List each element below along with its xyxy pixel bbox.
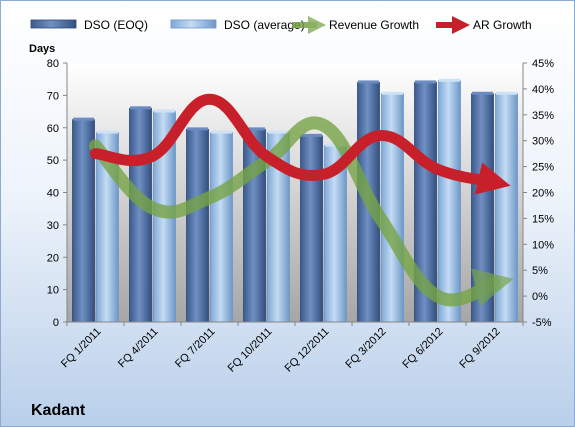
left-tick-label: 50 [47,155,59,167]
legend: DSO (EOQ) DSO (average) Revenue Growth A… [30,16,532,34]
bar-dso-eoq [129,107,152,323]
x-tick-label: FQ 3/2012 [343,326,388,371]
legend-label-dso-average: DSO (average) [224,18,305,32]
left-tick-label: 30 [47,220,59,232]
legend-label-revenue-growth: Revenue Growth [329,18,419,32]
bar-cap [73,117,94,121]
bar-dso-eoq [186,128,209,323]
right-tick-label: 0% [532,291,548,303]
bar-cap [211,130,232,134]
bar-cap [187,127,208,131]
x-tick-label: FQ 6/2012 [400,326,445,371]
ar-growth-line [90,93,511,195]
bar-cap [130,106,151,110]
bar-cap [154,109,175,113]
x-tick-label: FQ 10/2011 [226,326,275,375]
legend-item-revenue-growth: Revenue Growth [292,16,419,34]
x-tick-label: FQ 4/2011 [116,326,161,371]
right-tick-label: 5% [532,265,548,277]
x-tick-label: FQ 12/2011 [283,326,332,375]
right-tick-label: 35% [532,110,554,122]
left-tick-label: 60 [47,123,59,135]
right-tick-label: 25% [532,162,554,174]
left-tick-label: 40 [47,188,59,200]
left-tick-label: 0 [53,317,59,329]
right-tick-label: 20% [532,188,554,200]
bar-cap [268,130,289,134]
bar-cap [472,91,493,95]
legend-label-dso-eoq: DSO (EOQ) [84,18,148,32]
right-tick-label: 10% [532,239,554,251]
bar-cap [415,80,436,84]
left-axis-ticks: 0 10 20 30 40 50 60 70 80 [47,58,67,329]
x-tick-label: FQ 1/2011 [59,326,104,371]
left-tick-label: 10 [47,285,59,297]
bar-dso-eoq [300,135,323,323]
legend-item-dso-average: DSO (average) [170,18,305,32]
left-tick-label: 70 [47,90,59,102]
bar-cap [496,91,517,95]
company-title: Kadant [31,402,86,419]
bar-cap [97,130,118,134]
right-tick-label: 30% [532,136,554,148]
left-tick-label: 20 [47,252,59,264]
legend-item-ar-growth: AR Growth [436,16,532,34]
x-axis-ticks: FQ 1/2011 FQ 4/2011 FQ 7/2011 FQ 10/2011 FQ … [59,322,524,375]
left-tick-label: 80 [47,58,59,70]
y-axis-title: Days [29,43,55,55]
right-axis-ticks: -5% 0% 5% 10% 15% 20% 25% 30% 35% 40% 45% [523,58,554,329]
legend-item-dso-eoq: DSO (EOQ) [30,18,148,32]
legend-label-ar-growth: AR Growth [473,18,532,32]
bar-cap [358,80,379,84]
bar-cap [382,91,403,95]
x-tick-label: FQ 9/2012 [457,326,502,371]
bar-dso-average [210,132,233,323]
x-tick-label: FQ 7/2011 [173,326,218,371]
revenue-growth-line [89,116,514,307]
lines-layer [89,93,514,307]
bar-cap [301,133,322,137]
right-tick-label: -5% [532,317,552,329]
bar-dso-average [381,93,404,323]
bar-cap [439,78,460,82]
bar-cap [244,127,265,131]
right-tick-label: 15% [532,213,554,225]
right-tick-label: 40% [532,84,554,96]
right-tick-label: 45% [532,58,554,70]
bar-dso-average [438,80,461,323]
